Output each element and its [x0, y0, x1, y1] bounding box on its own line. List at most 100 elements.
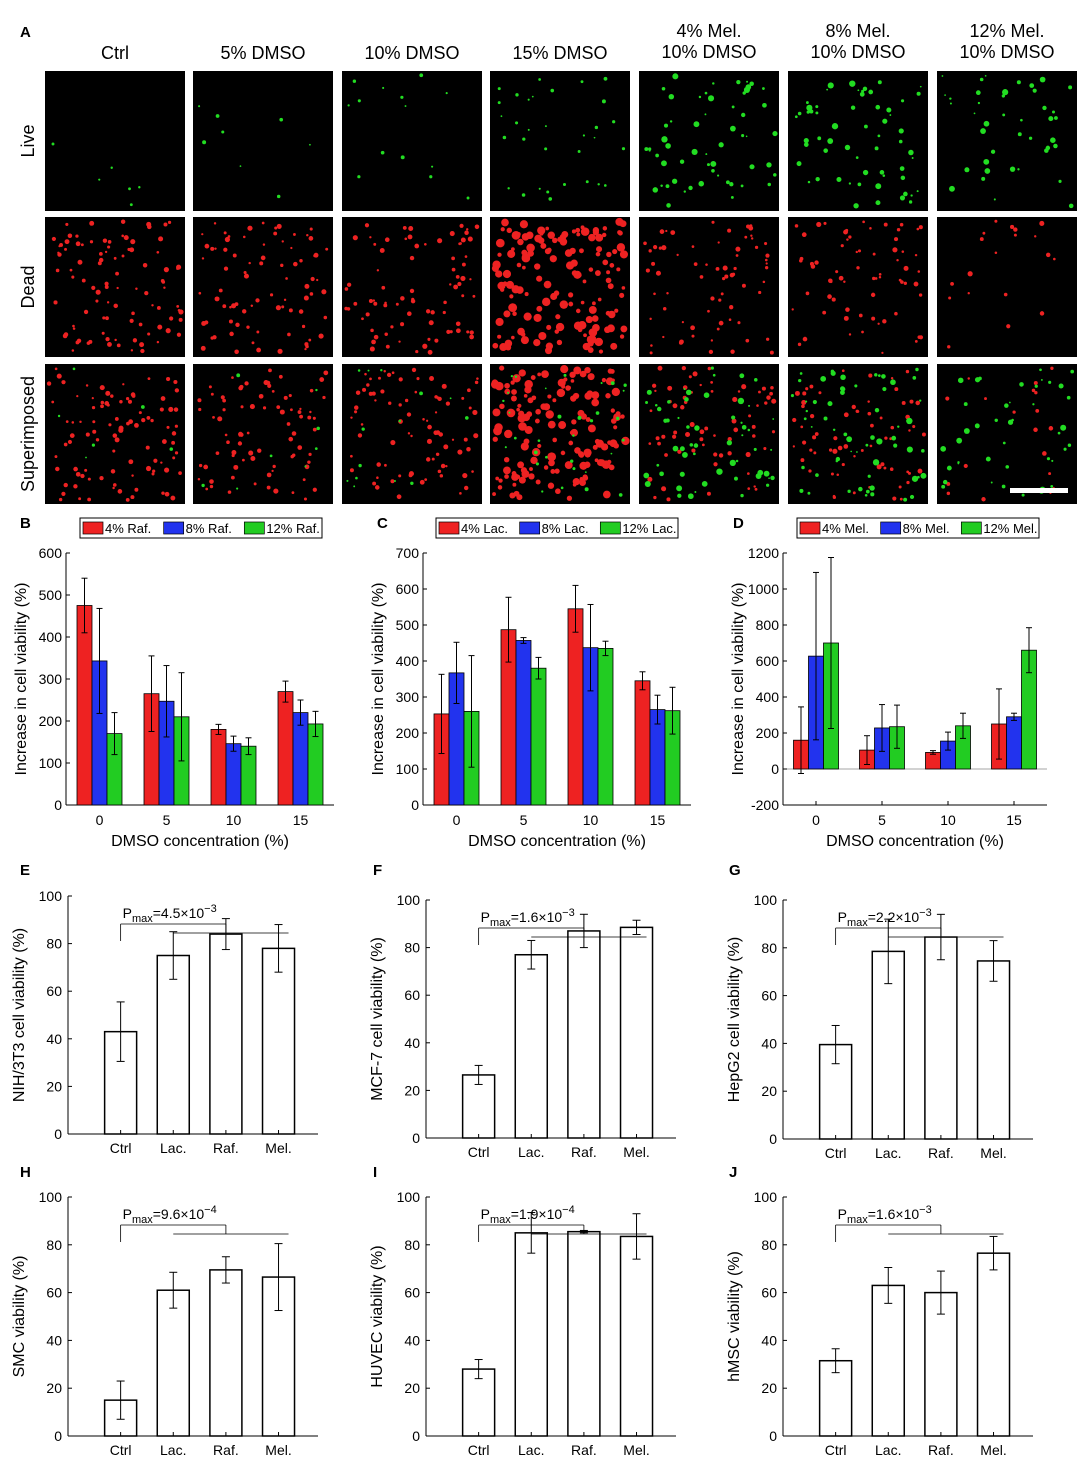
live-cell-dot — [1039, 368, 1042, 372]
live-cell-dot — [832, 428, 836, 432]
live-cell-dot — [693, 452, 696, 456]
dead-cell-dot — [156, 250, 160, 254]
live-cell-dot — [754, 378, 758, 382]
live-cell-dot — [358, 463, 362, 468]
y-tick-label: 80 — [46, 1237, 62, 1253]
dead-cell-dot — [681, 321, 684, 324]
dead-cell-dot — [688, 375, 692, 379]
dead-cell-dot — [573, 270, 582, 279]
dead-cell-dot — [575, 227, 581, 233]
live-cell-dot — [1053, 143, 1058, 149]
live-cell-dot — [527, 98, 530, 101]
live-cell-dot — [603, 76, 608, 81]
micrograph-tile — [639, 217, 779, 357]
dead-cell-dot — [166, 425, 170, 429]
dead-cell-dot — [722, 276, 726, 281]
dead-cell-dot — [201, 321, 207, 326]
dead-cell-dot — [890, 377, 894, 380]
live-cell-dot — [600, 381, 603, 385]
live-cell-dot — [823, 148, 829, 153]
dead-cell-dot — [499, 365, 505, 371]
dead-cell-dot — [107, 240, 112, 244]
dead-cell-dot — [884, 436, 888, 440]
dead-cell-dot — [588, 267, 594, 272]
dead-cell-dot — [102, 316, 106, 320]
dead-cell-dot — [267, 383, 272, 388]
dead-cell-dot — [223, 231, 227, 235]
dead-cell-dot — [83, 309, 89, 315]
micrograph-background — [342, 217, 482, 357]
dead-cell-dot — [587, 340, 594, 347]
live-cell-dot — [854, 384, 858, 388]
x-tick-label: Ctrl — [110, 1140, 132, 1156]
dead-cell-dot — [917, 468, 923, 474]
live-cell-dot — [916, 190, 919, 193]
dead-cell-dot — [174, 424, 178, 428]
micrograph-tile — [342, 364, 482, 504]
panel-label: C — [377, 515, 388, 532]
dead-cell-dot — [558, 421, 567, 430]
live-cell-dot — [357, 99, 361, 103]
dead-cell-dot — [730, 349, 735, 354]
live-cell-dot — [550, 88, 555, 93]
live-cell-dot — [677, 416, 680, 420]
bar — [277, 691, 294, 806]
dead-cell-dot — [406, 311, 412, 317]
dead-cell-dot — [288, 308, 293, 313]
y-tick-label: 0 — [769, 1131, 777, 1147]
dead-cell-dot — [534, 263, 541, 270]
dead-cell-dot — [645, 268, 650, 273]
dead-cell-dot — [212, 415, 215, 419]
dead-cell-dot — [870, 423, 874, 428]
dead-cell-dot — [724, 274, 729, 279]
dead-cell-dot — [582, 474, 588, 480]
live-cell-dot — [820, 375, 827, 382]
dead-cell-dot — [79, 420, 82, 424]
live-cell-dot — [994, 418, 998, 423]
dead-cell-dot — [691, 334, 695, 338]
dead-cell-dot — [505, 280, 515, 289]
dead-cell-dot — [751, 424, 756, 429]
dead-cell-dot — [607, 310, 616, 319]
dead-cell-dot — [1042, 451, 1047, 456]
dead-cell-dot — [852, 491, 856, 495]
dead-cell-dot — [894, 387, 899, 392]
live-cell-dot — [701, 481, 708, 487]
dead-cell-dot — [917, 270, 921, 273]
live-cell-dot — [799, 488, 804, 493]
live-cell-dot — [621, 147, 626, 151]
dead-cell-dot — [516, 286, 524, 294]
dead-cell-dot — [526, 243, 535, 253]
dead-cell-dot — [105, 390, 111, 396]
dead-cell-dot — [518, 476, 526, 484]
live-cell-dot — [660, 184, 663, 187]
dead-cell-dot — [222, 304, 227, 309]
live-cell-dot — [644, 480, 651, 487]
dead-cell-dot — [121, 254, 125, 258]
dead-cell-dot — [170, 495, 176, 501]
live-cell-dot — [898, 139, 903, 144]
dead-cell-dot — [573, 366, 582, 375]
live-cell-dot — [656, 463, 660, 467]
dead-cell-dot — [556, 388, 566, 398]
dead-cell-dot — [442, 310, 446, 315]
dead-cell-dot — [799, 259, 803, 263]
live-cell-dot — [899, 166, 905, 171]
dead-cell-dot — [963, 463, 968, 469]
x-axis-title: DMSO concentration (%) — [468, 833, 646, 850]
dead-cell-dot — [128, 459, 134, 465]
dead-cell-dot — [366, 383, 370, 387]
dead-cell-dot — [398, 474, 402, 478]
micrograph-tile — [639, 364, 779, 504]
live-cell-dot — [361, 427, 365, 431]
dead-cell-dot — [309, 292, 314, 296]
dead-cell-dot — [414, 390, 418, 394]
live-cell-dot — [346, 479, 349, 482]
micrograph-tile — [788, 71, 928, 211]
dead-cell-dot — [536, 305, 543, 312]
dead-cell-dot — [967, 377, 970, 380]
y-axis-title: SMC viability (%) — [11, 1256, 28, 1378]
dead-cell-dot — [476, 377, 479, 380]
dead-cell-dot — [967, 271, 973, 277]
